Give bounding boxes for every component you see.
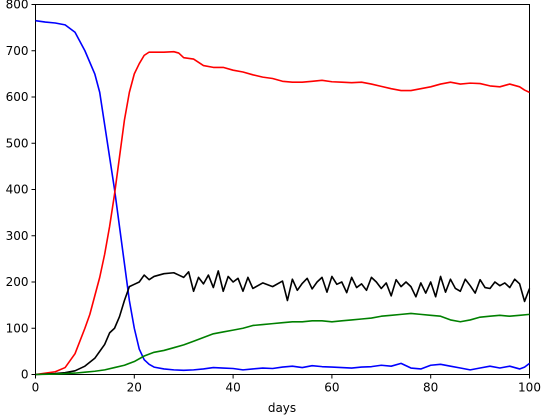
x-tick-label: 0: [32, 381, 40, 395]
x-tick-label: 40: [225, 381, 240, 395]
y-tick-label: 0: [21, 368, 29, 382]
plot-frame: [35, 4, 530, 375]
y-tick-label: 500: [6, 136, 29, 150]
y-tick-label: 100: [6, 321, 29, 335]
y-tick-label: 300: [6, 229, 29, 243]
series-line-4: [35, 312, 530, 376]
y-tick-label: 800: [6, 0, 29, 12]
x-axis: 0 20 40 60 80 100: [32, 374, 541, 395]
x-tick-label: 60: [324, 381, 339, 395]
y-tick-label: 200: [6, 275, 29, 289]
x-tick-label: 20: [127, 381, 142, 395]
series-line-3: [35, 270, 531, 376]
y-axis: 0 100 200 300 400 500 600 700 800: [6, 0, 36, 382]
y-tick-label: 700: [6, 44, 29, 58]
x-tick-label: 100: [518, 381, 541, 395]
y-tick-label: 400: [6, 183, 29, 197]
y-tick-label: 600: [6, 90, 29, 104]
x-tick-label: 80: [423, 381, 438, 395]
x-axis-title: days: [268, 401, 296, 415]
series-line-2: [35, 50, 530, 376]
series-line-1: [35, 19, 530, 372]
series-layer: [35, 19, 531, 376]
